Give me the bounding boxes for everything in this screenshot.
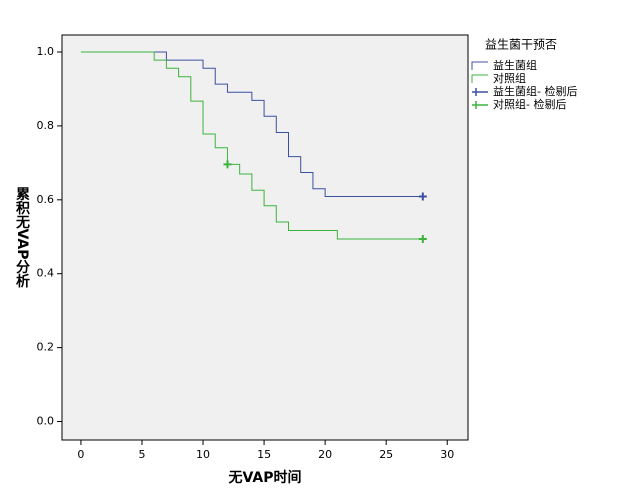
x-axis-title: 无VAP时间: [228, 469, 302, 486]
x-tick-label: 15: [257, 448, 271, 461]
legend-title: 益生菌干预否: [485, 38, 557, 52]
x-tick-label: 10: [196, 448, 210, 461]
y-tick-label: 0.0: [37, 415, 55, 428]
legend-label: 对照组- 检剔后: [493, 97, 566, 111]
censor-mark: [223, 160, 232, 169]
y-tick-label: 0.6: [37, 193, 55, 206]
x-tick-label: 5: [138, 448, 145, 461]
survival-line: [80, 51, 423, 197]
y-axis-title: 累积无VAP分析: [14, 187, 31, 289]
plot-area: [61, 34, 469, 441]
legend-label: 益生菌组- 检剔后: [493, 84, 577, 98]
legend-icon: [471, 74, 488, 83]
x-tick-label: 25: [379, 448, 393, 461]
y-tick-label: 0.2: [37, 341, 55, 354]
x-tick-label: 0: [77, 448, 84, 461]
legend-icon: [472, 101, 488, 109]
x-tick-label: 20: [318, 448, 332, 461]
survival-line: [80, 51, 423, 240]
y-tick-label: 1.0: [37, 45, 55, 58]
y-tick-label: 0.4: [37, 267, 55, 280]
legend-icon: [471, 61, 488, 70]
y-tick-label: 0.8: [37, 119, 55, 132]
legend-icon: [472, 88, 488, 96]
censor-mark: [418, 234, 427, 243]
x-tick-label: 30: [440, 448, 454, 461]
censor-mark: [418, 192, 427, 201]
legend-label: 益生菌组: [493, 58, 537, 72]
legend-label: 对照组: [493, 71, 526, 85]
